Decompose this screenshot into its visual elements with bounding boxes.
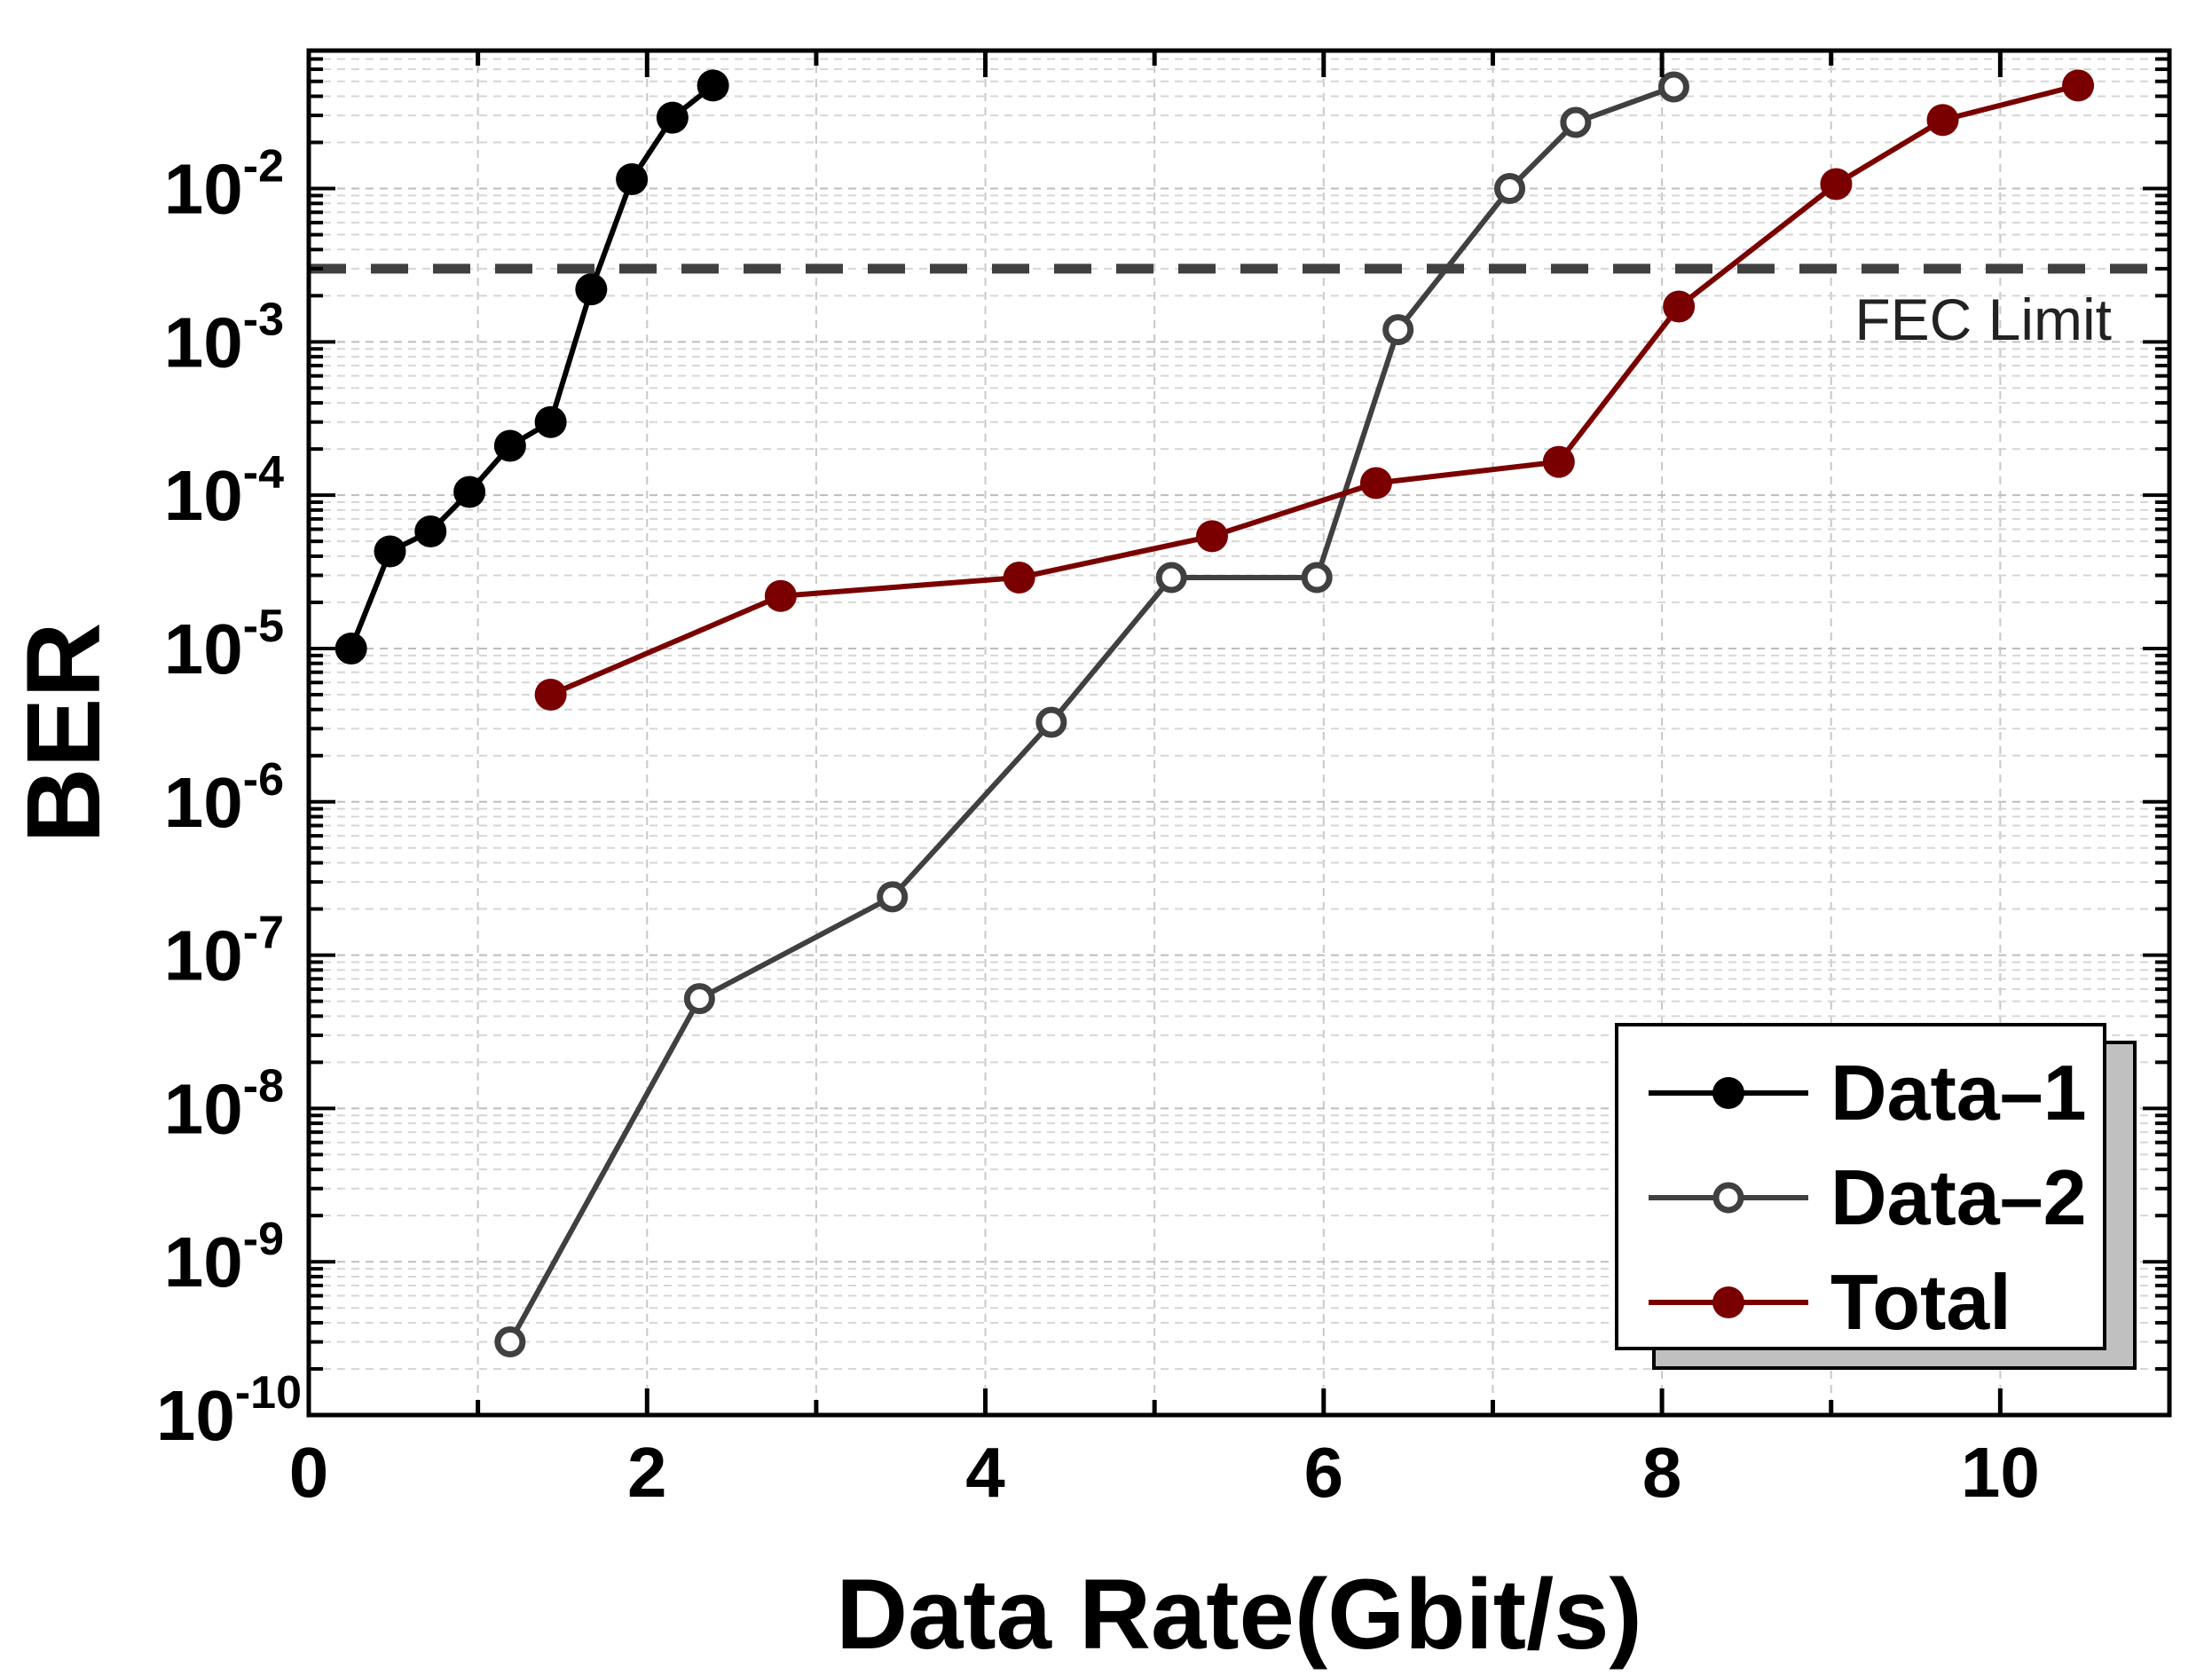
legend-marker: [1712, 1286, 1744, 1318]
plot-frame: [306, 48, 2172, 1418]
y-tick-label: 10-7: [164, 908, 284, 995]
x-tick-label: 0: [289, 1433, 329, 1512]
data-point: [1155, 562, 1187, 594]
data-point: [1542, 445, 1575, 478]
x-tick-label: 10: [1961, 1433, 2040, 1512]
data-point: [1663, 290, 1696, 323]
fec-limit: FEC Limit: [309, 263, 2169, 352]
data-point: [453, 476, 486, 508]
legend-label: Data–2: [1830, 1153, 2087, 1241]
legend-entries: Data–1 Data–2 Total: [1649, 1049, 2087, 1346]
data-point: [1494, 173, 1526, 205]
series-1: [494, 71, 1689, 1358]
y-tick-label: 10-2: [164, 141, 284, 229]
data-point: [683, 983, 715, 1015]
data-point: [1195, 520, 1228, 553]
data-point: [534, 678, 567, 711]
legend-marker: [1712, 1077, 1744, 1109]
y-axis-title: BER: [5, 622, 122, 843]
y-tick-label: 10-9: [164, 1214, 284, 1301]
data-point: [1382, 314, 1414, 346]
data-point: [616, 163, 649, 196]
data-point: [656, 101, 689, 134]
series-layer: [335, 69, 2095, 1358]
data-point: [575, 273, 608, 306]
data-point: [1926, 104, 1959, 137]
data-point: [493, 429, 526, 462]
data-point: [1359, 467, 1392, 499]
x-tick-label: 2: [627, 1433, 667, 1512]
series-line: [348, 83, 715, 650]
y-tick-label: 10-4: [164, 447, 284, 535]
data-point: [697, 69, 729, 102]
data-point: [1035, 706, 1067, 738]
legend: Data–1 Data–2 Total: [1615, 1023, 2137, 1370]
data-point: [877, 881, 909, 913]
y-tick-labels: 10-2 10-3 10-4 10-5 10-6 10-7 10-8 10-9 10-10: [156, 141, 302, 1455]
y-tick-label: 10-6: [164, 754, 284, 842]
data-point: [494, 1326, 526, 1358]
x-tick-label: 8: [1642, 1433, 1682, 1512]
series-2: [534, 69, 2095, 711]
fec-limit-label: FEC Limit: [1854, 287, 2112, 352]
data-point: [534, 405, 567, 438]
series-0: [335, 69, 729, 664]
data-point: [414, 515, 447, 548]
y-tick-label: 10-5: [164, 601, 284, 688]
legend-marker: [1712, 1182, 1744, 1214]
data-point: [1003, 562, 1035, 594]
y-tick-label: 10-3: [164, 294, 284, 381]
x-tick-label: 6: [1304, 1433, 1344, 1512]
legend-label: Data–1: [1830, 1049, 2087, 1136]
y-tick-label: 10-10: [156, 1367, 302, 1455]
data-point: [1560, 106, 1592, 138]
legend-label: Total: [1830, 1258, 2011, 1346]
data-point: [335, 632, 367, 664]
x-tick-labels: 0 2 4 6 8 10: [289, 1433, 2040, 1512]
data-point: [1657, 71, 1689, 103]
x-axis-title: Data Rate(Gbit/s): [836, 1559, 1642, 1670]
axis-ticks: [306, 51, 2172, 1417]
y-tick-label: 10-8: [164, 1060, 284, 1148]
data-point: [2062, 69, 2095, 102]
legend-box: [1615, 1023, 2106, 1350]
data-point: [374, 535, 406, 568]
data-point: [1820, 168, 1853, 201]
x-tick-label: 4: [965, 1433, 1005, 1512]
series-line: [549, 83, 2079, 697]
data-point: [1301, 562, 1333, 594]
series-line: [508, 84, 1675, 1343]
data-point: [764, 579, 797, 612]
